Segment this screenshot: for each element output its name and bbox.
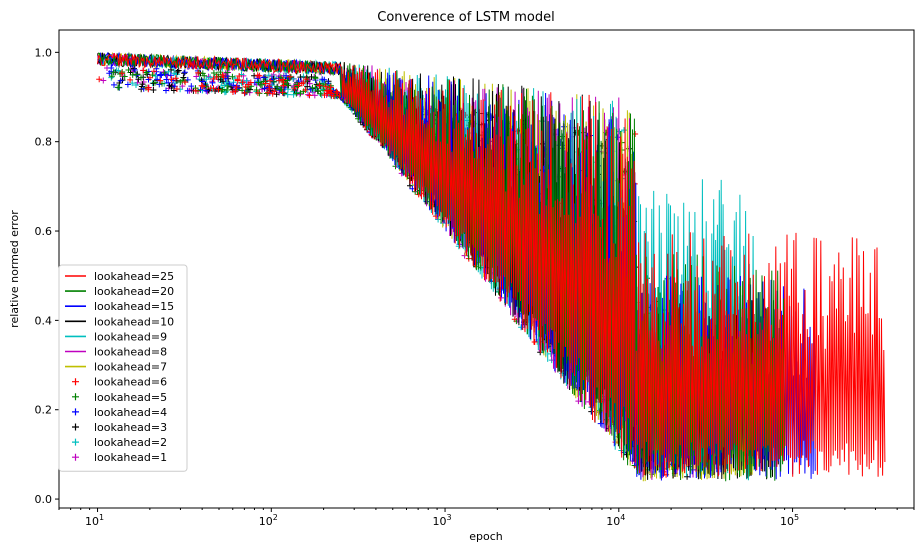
legend-label: lookahead=1 bbox=[94, 451, 167, 464]
legend-item: lookahead=10 bbox=[65, 315, 174, 328]
series-line bbox=[97, 53, 886, 477]
legend-marker-swatch bbox=[72, 453, 79, 461]
legend-label: lookahead=6 bbox=[94, 376, 167, 389]
y-tick-label: 0.4 bbox=[35, 314, 53, 327]
legend-item: lookahead=8 bbox=[65, 346, 167, 359]
legend-label: lookahead=9 bbox=[94, 330, 167, 343]
y-tick-label: 0.6 bbox=[35, 225, 53, 238]
legend-item: lookahead=4 bbox=[72, 406, 167, 419]
legend: lookahead=25 lookahead=20 lookahead=15 look… bbox=[58, 264, 188, 472]
y-tick-label: 0.8 bbox=[35, 136, 53, 149]
legend-item: lookahead=25 bbox=[65, 270, 174, 283]
legend-marker-swatch bbox=[72, 408, 79, 416]
x-axis-label: epoch bbox=[469, 530, 503, 543]
legend-label: lookahead=15 bbox=[94, 300, 174, 313]
legend-marker-swatch bbox=[72, 393, 79, 401]
plot-data-layer bbox=[96, 51, 886, 482]
legend-item: lookahead=1 bbox=[72, 451, 167, 464]
y-tick-label: 0.0 bbox=[35, 493, 53, 506]
legend-label: lookahead=25 bbox=[94, 270, 174, 283]
legend-box bbox=[58, 264, 188, 472]
legend-marker-swatch bbox=[72, 438, 79, 446]
legend-label: lookahead=10 bbox=[94, 315, 174, 328]
legend-label: lookahead=4 bbox=[94, 406, 167, 419]
legend-marker-swatch bbox=[72, 378, 79, 386]
legend-item: lookahead=5 bbox=[72, 391, 167, 404]
chart-title: Converence of LSTM model bbox=[377, 10, 554, 25]
legend-label: lookahead=20 bbox=[94, 285, 174, 298]
legend-marker-swatch bbox=[72, 423, 79, 431]
y-tick-label: 1.0 bbox=[35, 46, 53, 59]
y-axis-label: relative normed error bbox=[8, 210, 21, 328]
y-axis: 0.0 0.2 0.4 0.6 0.8 1.0 bbox=[35, 46, 59, 506]
legend-item: lookahead=2 bbox=[72, 436, 167, 449]
y-tick-label: 0.2 bbox=[35, 404, 53, 417]
legend-label: lookahead=3 bbox=[94, 421, 167, 434]
series-lookahead-25 bbox=[97, 53, 886, 477]
legend-item: lookahead=7 bbox=[65, 361, 167, 374]
legend-item: lookahead=9 bbox=[65, 330, 167, 343]
legend-item: lookahead=6 bbox=[72, 376, 167, 389]
legend-label: lookahead=5 bbox=[94, 391, 167, 404]
legend-label: lookahead=2 bbox=[94, 436, 167, 449]
legend-item: lookahead=20 bbox=[65, 285, 174, 298]
legend-label: lookahead=8 bbox=[94, 346, 167, 359]
legend-label: lookahead=7 bbox=[94, 361, 167, 374]
legend-item: lookahead=15 bbox=[65, 300, 174, 313]
legend-item: lookahead=3 bbox=[72, 421, 167, 434]
